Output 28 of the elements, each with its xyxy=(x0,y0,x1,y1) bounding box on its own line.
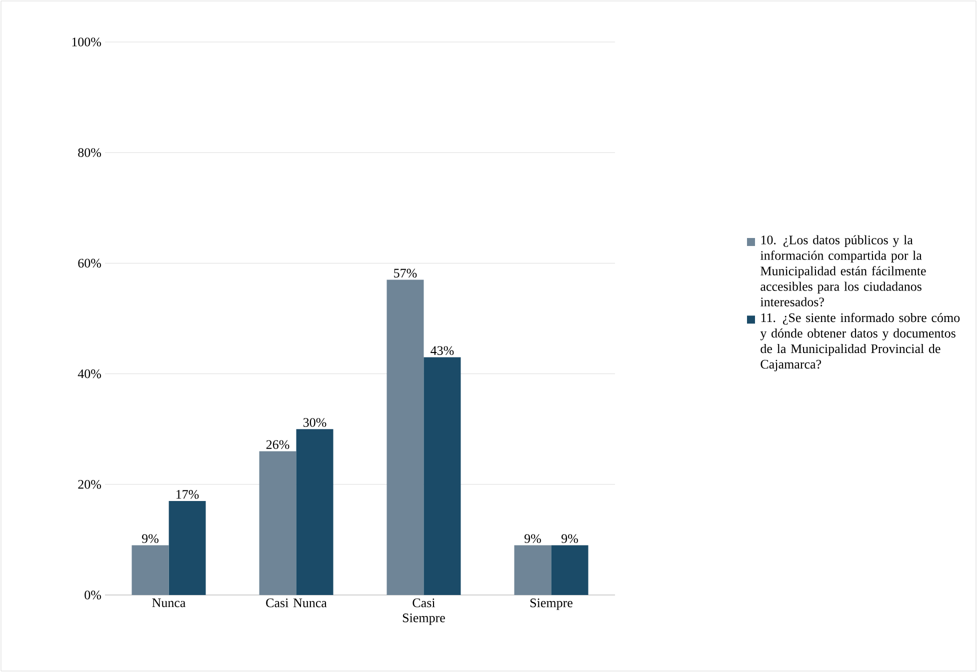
y-tick-label: 20% xyxy=(78,480,102,489)
data-label: 43% xyxy=(430,346,454,356)
data-label: 17% xyxy=(176,490,199,499)
data-label: 9% xyxy=(562,534,578,544)
legend-label: 10. ¿Los datos públicos y la información compartida por la Municipalidad están fácilmente accesibles para los ciudadanos interesados? xyxy=(760,235,926,306)
bar xyxy=(514,545,552,595)
bar xyxy=(386,280,424,595)
bar xyxy=(551,545,588,595)
x-tick-label: Siempre xyxy=(530,598,572,610)
x-tick-label: Casi Nunca xyxy=(266,598,327,608)
y-tick-label: 60% xyxy=(78,258,102,268)
y-tick-label: 0% xyxy=(84,590,102,600)
x-tick-label: Casi Siempre xyxy=(402,598,445,625)
bar xyxy=(168,500,206,595)
bar xyxy=(296,429,334,595)
y-tick-label: 80% xyxy=(78,148,102,158)
bar xyxy=(259,451,296,595)
y-tick-label: 40% xyxy=(78,369,102,378)
x-tick-label: Nunca xyxy=(152,598,186,608)
bar xyxy=(132,545,169,595)
bar xyxy=(424,357,461,595)
data-label: 9% xyxy=(524,534,541,544)
data-label: 26% xyxy=(266,440,290,450)
data-label: 30% xyxy=(303,418,326,427)
legend-label: 11. ¿Se siente informado sobre cómo y dónde obtener datos y documentos de la Municipalidad Provincial de Cajamarca? xyxy=(760,312,960,372)
data-label: 57% xyxy=(394,268,417,278)
data-label: 9% xyxy=(142,534,158,544)
y-tick-label: 100% xyxy=(72,38,102,46)
